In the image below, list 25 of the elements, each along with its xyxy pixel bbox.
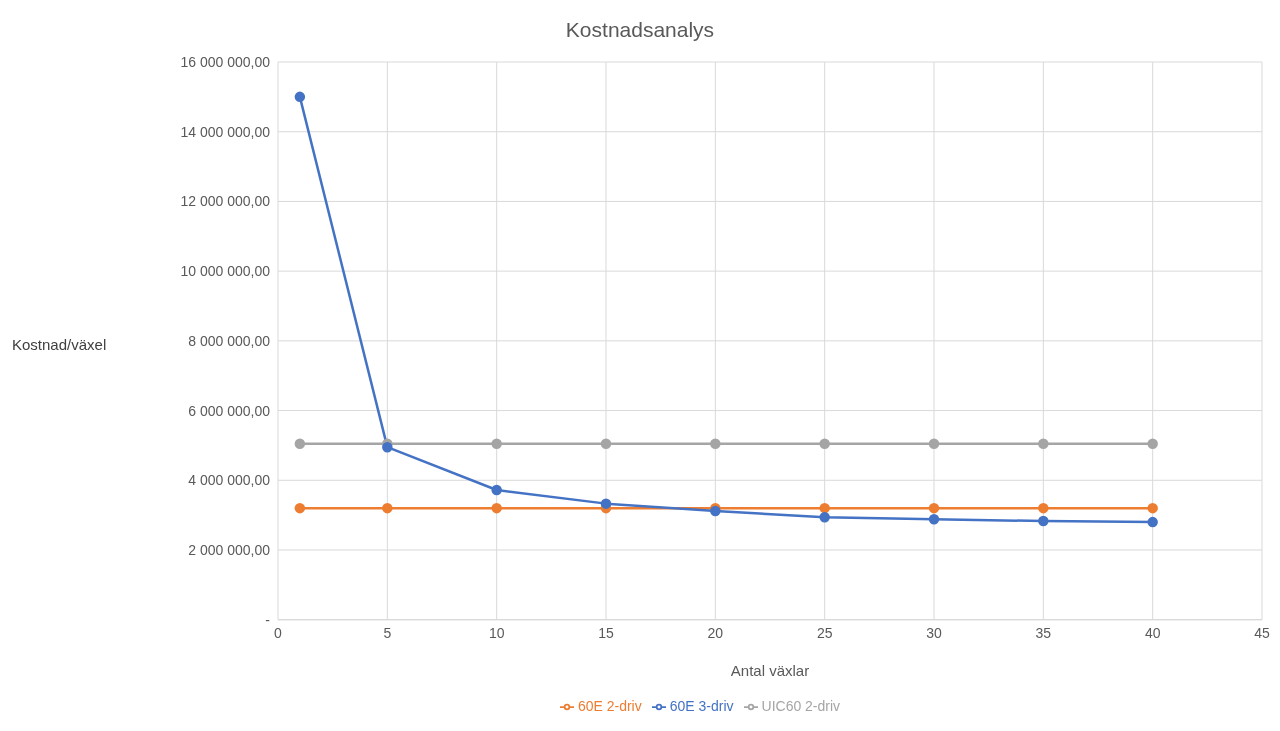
x-tick-label: 40: [1144, 624, 1161, 641]
y-tick-label: 14 000 000,00: [180, 123, 271, 140]
x-tick-label: 45: [1254, 624, 1270, 641]
y-tick-label: 6 000 000,00: [188, 402, 271, 419]
legend-label: UIC60 2-driv: [761, 697, 841, 714]
y-tick-label: 8 000 000,00: [188, 332, 271, 349]
legend-label: 60E 3-driv: [669, 697, 734, 714]
x-tick-label: 25: [816, 624, 833, 641]
y-tick-label: -: [265, 611, 271, 628]
legend-label: 60E 2-driv: [577, 697, 642, 714]
y-tick-label: 10 000 000,00: [180, 263, 271, 280]
y-tick-label: 4 000 000,00: [188, 472, 271, 489]
x-tick-label: 15: [598, 624, 614, 641]
x-tick-label: 5: [383, 624, 392, 641]
x-tick-label: 35: [1035, 624, 1052, 641]
y-tick-label: 16 000 000,00: [180, 53, 271, 70]
x-tick-label: 20: [707, 624, 724, 641]
x-tick-label: 0: [274, 624, 283, 641]
y-tick-label: 2 000 000,00: [188, 541, 271, 558]
chart-title: Kostnadsanalys: [564, 17, 716, 43]
y-tick-label: 12 000 000,00: [180, 193, 271, 210]
x-axis-title: Antal växlar: [730, 661, 810, 679]
x-tick-label: 10: [488, 624, 505, 641]
x-tick-label: 30: [926, 624, 942, 641]
y-axis-title: Kostnad/växel: [12, 336, 107, 353]
